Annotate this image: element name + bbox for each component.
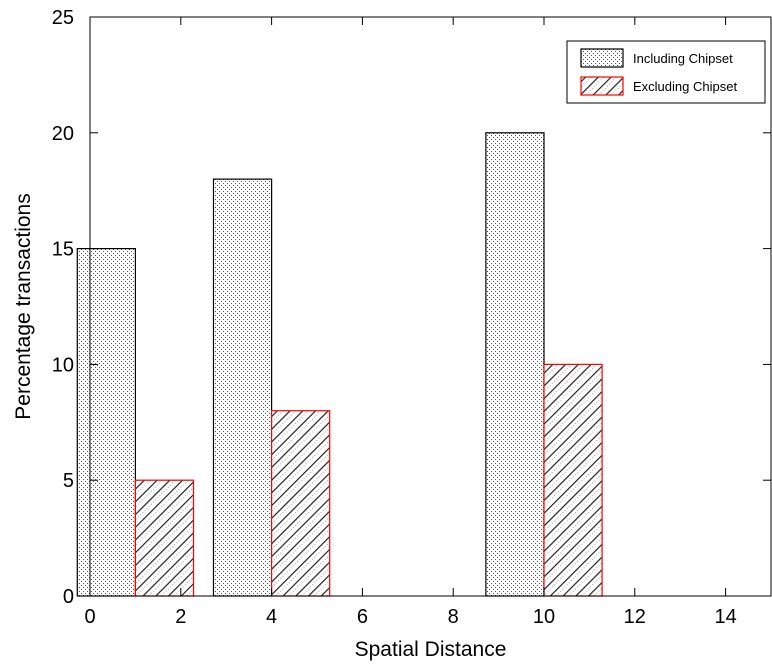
y-tick-label: 25: [52, 7, 74, 29]
ticks-layer: 0 2 4 6 8 10 12 14 0 5 10 15 20 25: [52, 7, 771, 628]
x-tick-label: 6: [357, 606, 368, 628]
bar-including-chipset: [76, 248, 137, 597]
bar-excluding-chipset: [271, 410, 331, 597]
x-tick-label: 0: [84, 606, 95, 628]
x-axis-title: Spatial Distance: [355, 638, 507, 661]
bar-including-chipset: [485, 132, 545, 597]
x-tick-label: 14: [714, 606, 736, 628]
y-tick-label: 15: [52, 239, 74, 261]
y-axis-title: Percentage transactions: [12, 193, 35, 419]
y-tick-label: 0: [63, 586, 74, 608]
bars-layer: [76, 132, 603, 597]
legend-label-including-chipset: Including Chipset: [633, 51, 733, 66]
x-tick-label: 2: [175, 606, 186, 628]
legend-swatch-including-chipset: [580, 48, 624, 68]
bar-excluding-chipset: [134, 479, 195, 597]
x-tick-label: 10: [533, 606, 555, 628]
legend-label-excluding-chipset: Excluding Chipset: [633, 79, 737, 94]
bar-including-chipset: [212, 178, 273, 597]
bar-excluding-chipset: [543, 363, 603, 597]
x-tick-label: 4: [266, 606, 277, 628]
x-tick-label: 8: [448, 606, 459, 628]
legend: Including Chipset Excluding Chipset: [566, 40, 766, 104]
x-tick-label: 12: [624, 606, 646, 628]
plot-frame: [89, 16, 772, 597]
legend-swatch-excluding-chipset: [580, 76, 624, 96]
y-tick-label: 20: [52, 123, 74, 145]
y-tick-label: 10: [52, 354, 74, 376]
y-tick-label: 5: [63, 470, 74, 492]
